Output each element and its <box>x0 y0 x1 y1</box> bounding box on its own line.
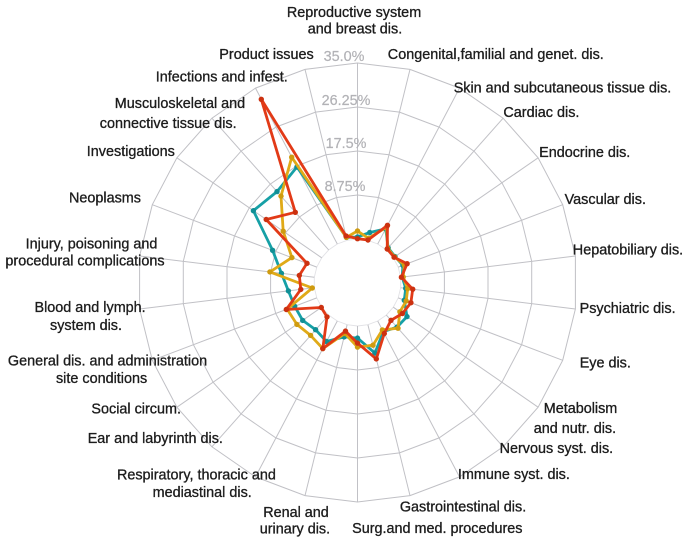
svg-text:Infections and infest.: Infections and infest. <box>156 70 288 86</box>
svg-text:mediastinal dis.: mediastinal dis. <box>153 485 252 501</box>
svg-text:Reproductive system: Reproductive system <box>287 5 421 21</box>
svg-text:17.5%: 17.5% <box>326 136 367 152</box>
svg-text:Metabolism: Metabolism <box>544 401 618 417</box>
svg-text:Respiratory, thoracic and: Respiratory, thoracic and <box>117 468 276 484</box>
svg-text:Psychiatric dis.: Psychiatric dis. <box>580 301 676 317</box>
svg-text:urinary dis.: urinary dis. <box>260 522 330 538</box>
svg-text:Vascular dis.: Vascular dis. <box>565 192 646 208</box>
svg-text:Product issues: Product issues <box>219 47 313 63</box>
svg-text:Ear and labyrinth dis.: Ear and labyrinth dis. <box>88 431 223 447</box>
svg-text:Nervous syst. dis.: Nervous syst. dis. <box>500 441 614 457</box>
svg-text:site conditions: site conditions <box>56 371 147 387</box>
svg-text:and breast dis.: and breast dis. <box>308 22 402 38</box>
svg-text:and nutr. dis.: and nutr. dis. <box>534 421 616 437</box>
svg-text:Skin and subcutaneous tissue d: Skin and subcutaneous tissue dis. <box>454 81 672 97</box>
svg-text:Congenital,familial and genet.: Congenital,familial and genet. dis. <box>388 47 604 63</box>
svg-text:Endocrine dis.: Endocrine dis. <box>539 145 630 161</box>
svg-text:35.0%: 35.0% <box>324 49 365 65</box>
svg-text:Cardiac dis.: Cardiac dis. <box>503 105 579 121</box>
svg-text:Musculoskeletal and: Musculoskeletal and <box>115 96 245 112</box>
svg-text:26.25%: 26.25% <box>322 93 371 109</box>
svg-text:system dis.: system dis. <box>50 318 122 334</box>
svg-text:Immune syst. dis.: Immune syst. dis. <box>458 467 570 483</box>
svg-text:Blood and lymph.: Blood and lymph. <box>34 300 145 316</box>
svg-text:procedural complications: procedural complications <box>5 254 164 270</box>
svg-text:Surg.and med. procedures: Surg.and med. procedures <box>352 521 522 537</box>
svg-text:Hepatobiliary dis.: Hepatobiliary dis. <box>573 243 683 259</box>
svg-text:Injury, poisoning and: Injury, poisoning and <box>26 237 158 253</box>
svg-text:connective tissue dis.: connective tissue dis. <box>100 116 237 132</box>
svg-text:Eye dis.: Eye dis. <box>580 356 631 372</box>
svg-text:Renal and: Renal and <box>263 505 329 521</box>
svg-text:General dis. and administratio: General dis. and administration <box>8 354 207 370</box>
svg-text:Neoplasms: Neoplasms <box>69 191 141 207</box>
svg-text:8.75%: 8.75% <box>325 179 366 195</box>
svg-text:Investigations: Investigations <box>87 144 175 160</box>
svg-text:Gastrointestinal dis.: Gastrointestinal dis. <box>400 500 526 516</box>
svg-text:Social circum.: Social circum. <box>91 402 181 418</box>
